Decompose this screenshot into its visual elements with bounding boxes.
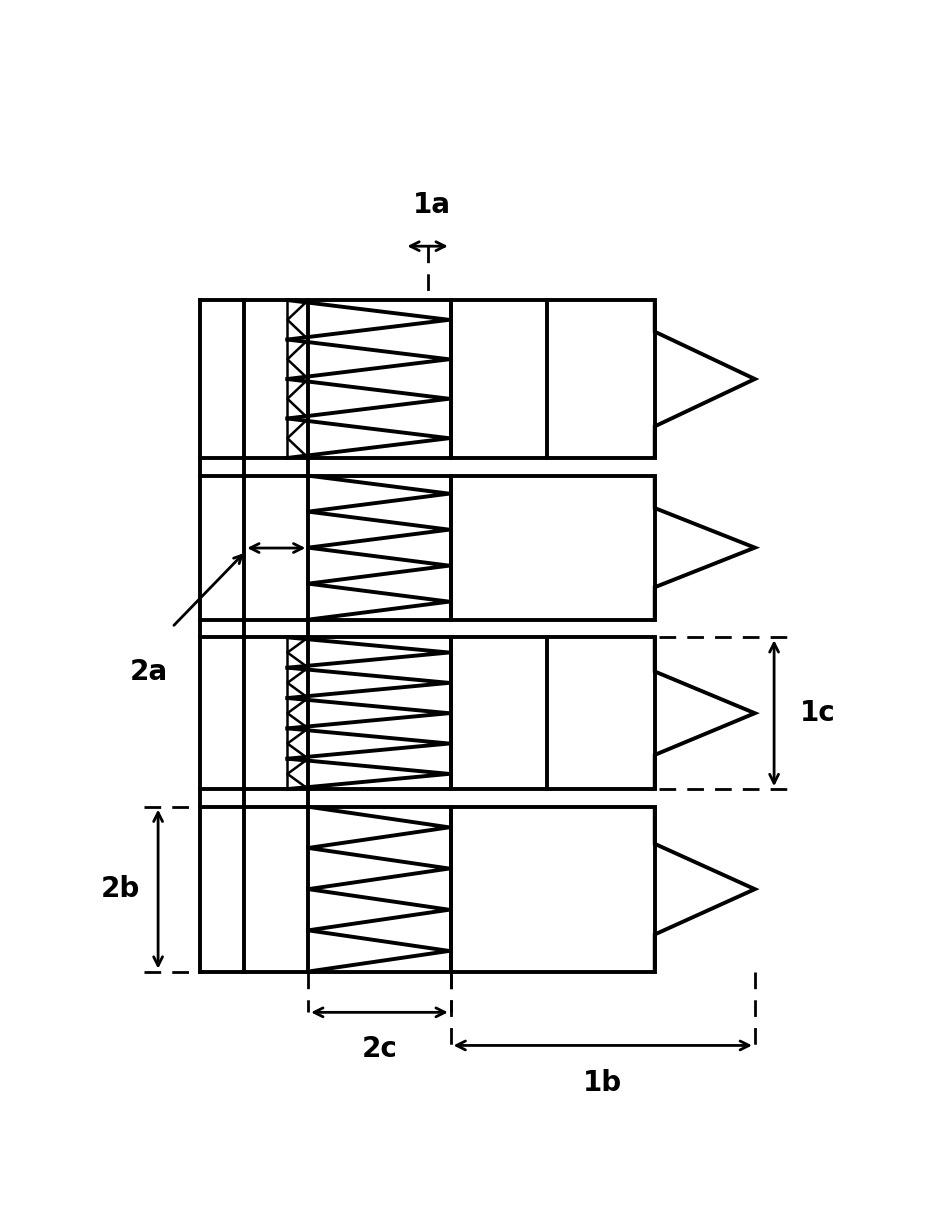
Text: 1c: 1c (799, 699, 835, 727)
Text: 2c: 2c (361, 1035, 398, 1063)
Text: 1a: 1a (413, 191, 450, 219)
Text: 2a: 2a (129, 658, 168, 687)
Text: 2b: 2b (100, 876, 140, 903)
Text: 1b: 1b (583, 1068, 622, 1096)
